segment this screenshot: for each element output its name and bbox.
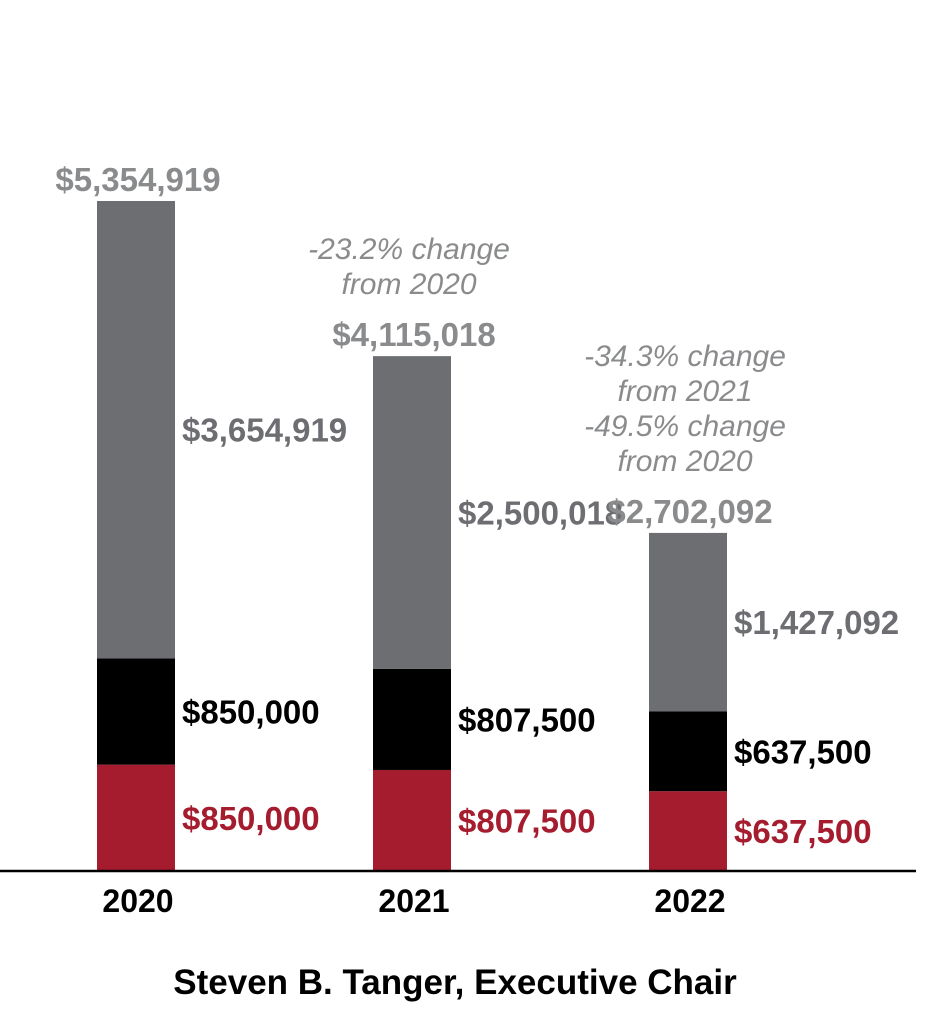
label-equity-2022: $1,427,092 xyxy=(734,604,899,641)
total-label-2020: $5,354,919 xyxy=(55,161,220,198)
label-bonus-2021: $807,500 xyxy=(458,701,596,738)
annotation-2022-line-4: from 2020 xyxy=(617,445,752,478)
total-label-2021: $4,115,018 xyxy=(332,316,495,353)
total-label-2022: $2,702,092 xyxy=(607,493,772,530)
bars-group xyxy=(97,201,727,871)
labels-group: $850,000 $850,000 $3,654,919 $5,354,919 $807… xyxy=(55,161,899,850)
bar-salary-2020 xyxy=(97,764,175,871)
annotation-2022-line-1: -34.3% change xyxy=(584,340,786,373)
label-bonus-2022: $637,500 xyxy=(734,733,872,770)
x-ticks-group: 2020 2021 2022 xyxy=(102,883,725,919)
bar-equity-2022 xyxy=(649,532,727,712)
annotation-2021-line-1: -23.2% change xyxy=(308,233,510,266)
label-equity-2021: $2,500,018 xyxy=(458,495,623,532)
label-salary-2020: $850,000 xyxy=(182,800,320,837)
x-tick-2021: 2021 xyxy=(378,883,449,919)
label-equity-2020: $3,654,919 xyxy=(182,412,347,449)
label-salary-2022: $637,500 xyxy=(734,813,872,850)
label-bonus-2020: $850,000 xyxy=(182,693,320,730)
annotation-2022-line-3: -49.5% change xyxy=(584,410,786,443)
bar-equity-2021 xyxy=(373,356,451,669)
bar-equity-2020 xyxy=(97,201,175,659)
annotation-2021-line-2: from 2020 xyxy=(341,268,476,301)
label-salary-2021: $807,500 xyxy=(458,802,596,839)
bar-salary-2021 xyxy=(373,769,451,871)
x-tick-2020: 2020 xyxy=(102,883,173,919)
bar-bonus-2021 xyxy=(373,668,451,770)
bar-bonus-2022 xyxy=(649,711,727,792)
bar-bonus-2020 xyxy=(97,658,175,765)
x-tick-2022: 2022 xyxy=(654,883,725,919)
annotation-2022-line-2: from 2021 xyxy=(617,375,752,408)
bar-salary-2022 xyxy=(649,791,727,871)
chart-title: Steven B. Tanger, Executive Chair xyxy=(173,963,737,1002)
